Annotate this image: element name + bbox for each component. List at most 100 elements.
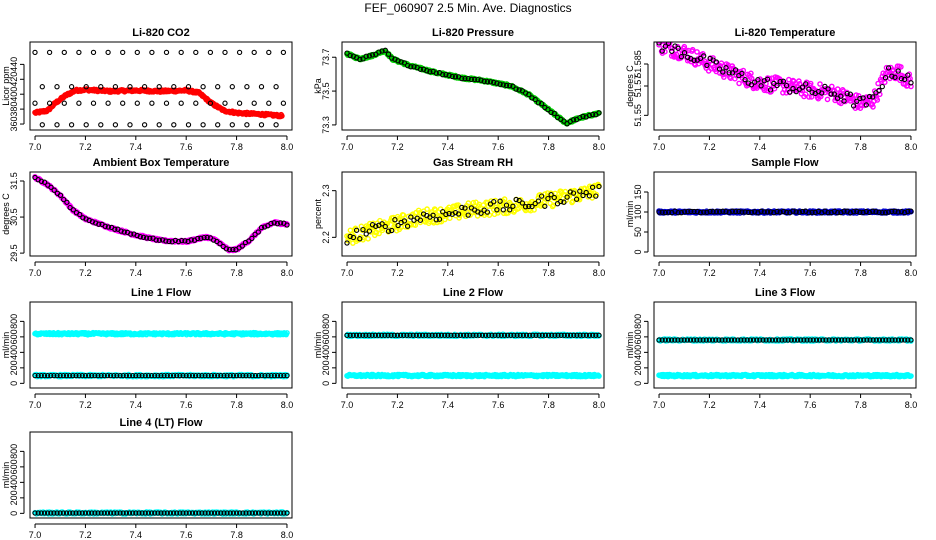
avg-point <box>467 332 473 338</box>
avg-point <box>429 332 435 338</box>
avg-point <box>908 208 914 214</box>
x-tick-label: 7.2 <box>79 268 92 278</box>
avg-point <box>60 372 67 379</box>
avg-point <box>535 198 542 204</box>
avg-point <box>120 372 126 379</box>
x-tick-label: 8.0 <box>281 268 294 278</box>
y-axis-label: ml/min <box>313 332 323 359</box>
avg-point <box>844 90 850 97</box>
avg-point <box>153 237 159 243</box>
avg-point <box>738 337 744 343</box>
avg-point <box>217 241 223 247</box>
avg-point <box>229 122 235 128</box>
avg-point <box>684 337 691 343</box>
avg-point <box>764 209 771 215</box>
avg-point <box>284 222 290 228</box>
avg-point <box>366 228 373 234</box>
avg-point <box>347 233 353 240</box>
avg-point <box>523 332 530 338</box>
avg-point <box>845 337 851 343</box>
avg-point <box>876 337 883 343</box>
avg-point <box>685 208 691 215</box>
avg-point <box>656 209 662 215</box>
avg-point <box>353 332 360 338</box>
x-tick-label: 7.2 <box>79 400 92 410</box>
avg-point <box>498 332 504 338</box>
avg-point <box>879 337 886 343</box>
plot-area <box>344 331 602 380</box>
avg-point <box>366 332 372 338</box>
avg-point <box>570 117 577 123</box>
avg-point <box>870 208 876 214</box>
x-tick-label: 8.0 <box>593 142 606 152</box>
avg-point <box>344 332 350 338</box>
x-tick-label: 7.6 <box>804 268 817 278</box>
data-point <box>446 215 453 221</box>
avg-point <box>163 49 170 56</box>
avg-point <box>767 87 774 93</box>
avg-point <box>796 209 803 215</box>
avg-point <box>244 122 250 128</box>
avg-point <box>736 208 742 215</box>
avg-point <box>126 372 133 379</box>
avg-point <box>596 332 602 338</box>
avg-point <box>806 210 812 216</box>
chart-title: Ambient Box Temperature <box>93 157 230 169</box>
avg-point <box>567 189 573 195</box>
avg-point <box>596 110 602 116</box>
data-point <box>562 188 569 195</box>
data-point <box>802 91 809 97</box>
avg-point <box>360 332 366 338</box>
avg-point <box>268 220 274 227</box>
avg-point <box>171 122 177 128</box>
avg-point <box>892 74 898 80</box>
avg-point <box>347 52 353 59</box>
y-axis-label: degrees C <box>1 193 11 235</box>
avg-point <box>901 209 908 216</box>
avg-point <box>745 209 751 216</box>
avg-point <box>760 337 766 343</box>
avg-point <box>397 332 404 338</box>
avg-point <box>64 199 70 205</box>
avg-point <box>729 208 736 214</box>
avg-point <box>375 332 382 338</box>
avg-point <box>895 68 901 74</box>
avg-point <box>426 332 432 338</box>
data-point <box>279 113 285 119</box>
avg-point <box>178 49 184 56</box>
data-point <box>761 87 768 94</box>
avg-point <box>491 199 497 205</box>
avg-point <box>271 220 277 226</box>
avg-point <box>186 372 192 379</box>
avg-point <box>424 68 430 74</box>
avg-point <box>265 372 271 379</box>
avg-point <box>246 372 252 379</box>
avg-point <box>478 77 484 83</box>
avg-point <box>92 220 99 226</box>
y-axis-label: ml/min <box>625 201 635 228</box>
data-point <box>740 67 747 74</box>
y-tick-label: 800 <box>321 314 331 329</box>
x-tick-label: 8.0 <box>905 142 918 152</box>
avg-point <box>484 209 491 215</box>
x-tick-label: 7.2 <box>391 268 404 278</box>
avg-point <box>199 372 205 379</box>
avg-point <box>703 337 709 343</box>
avg-point <box>675 337 681 343</box>
avg-point <box>46 100 53 106</box>
avg-point <box>905 337 911 343</box>
avg-point <box>61 196 67 203</box>
avg-point <box>892 337 898 343</box>
avg-point <box>112 84 119 90</box>
avg-point <box>678 337 684 343</box>
avg-point <box>662 43 669 49</box>
avg-point <box>77 211 83 218</box>
avg-point <box>372 332 379 338</box>
avg-point <box>204 234 210 241</box>
avg-point <box>280 49 287 56</box>
plot-frame <box>29 301 293 389</box>
avg-point <box>249 372 255 379</box>
avg-point <box>742 76 748 83</box>
figure-title: FEF_060907 2.5 Min. Ave. Diagnostics <box>364 1 572 15</box>
chart-title: Line 2 Flow <box>443 287 503 299</box>
